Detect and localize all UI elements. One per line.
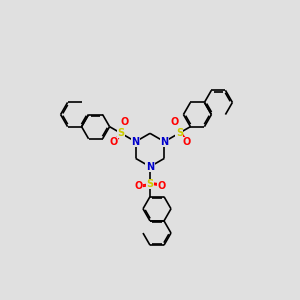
Text: O: O [134, 181, 142, 191]
Text: N: N [146, 162, 154, 172]
Text: O: O [158, 181, 166, 191]
Text: O: O [183, 137, 191, 147]
Text: S: S [176, 128, 183, 138]
Text: O: O [171, 117, 179, 127]
Text: O: O [109, 137, 117, 147]
Text: O: O [121, 117, 129, 127]
Text: N: N [160, 137, 169, 147]
Text: S: S [117, 128, 124, 138]
Text: S: S [146, 179, 154, 189]
Text: N: N [131, 137, 140, 147]
